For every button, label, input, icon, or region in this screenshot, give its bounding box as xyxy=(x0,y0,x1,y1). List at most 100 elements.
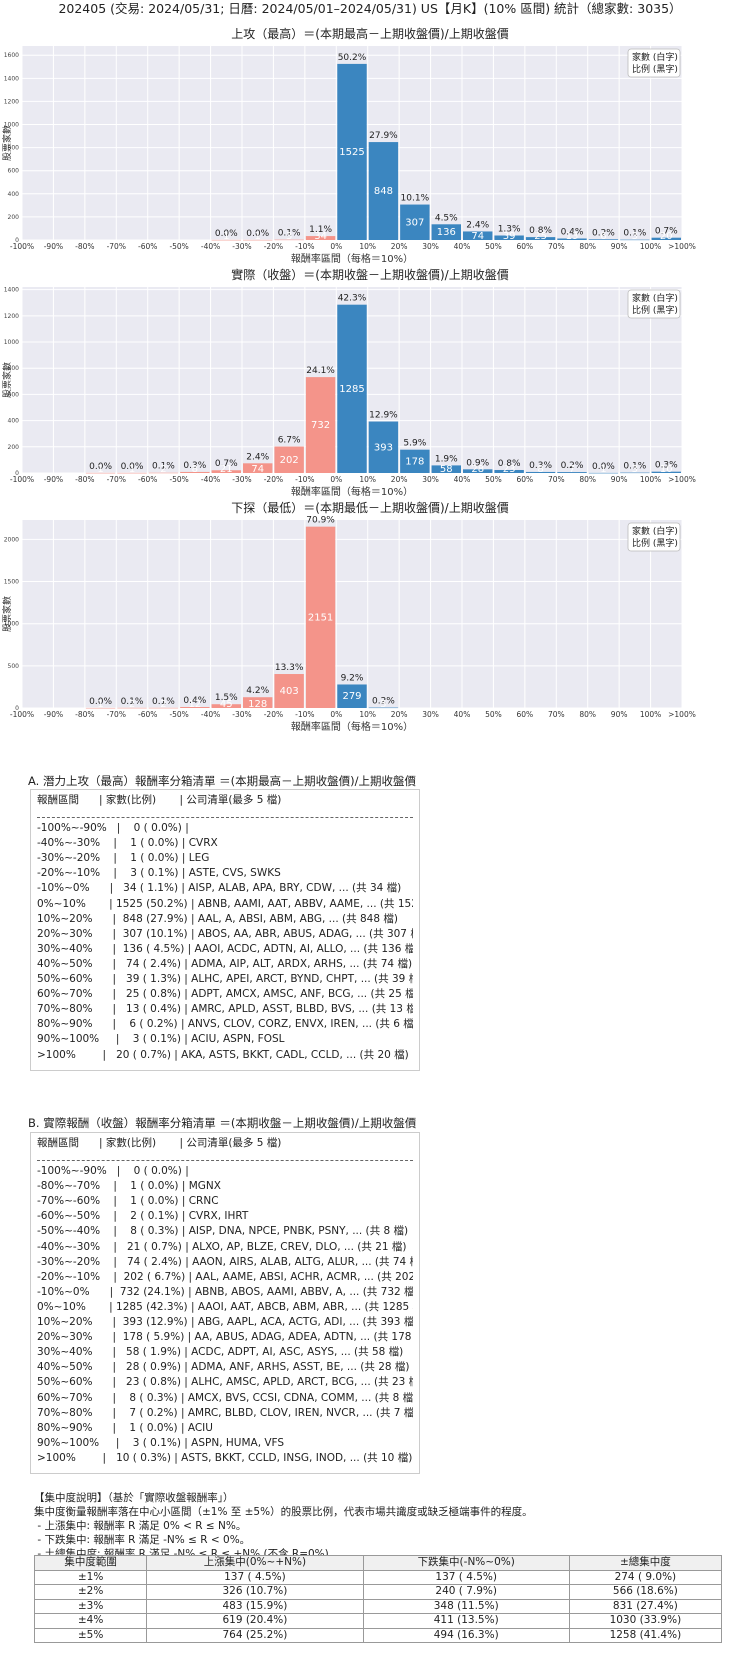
list-a-box: 報酬區間 | 家數(比例) | 公司清單(最多 5 檔) -100%~-90% … xyxy=(30,789,420,1071)
y-tick-label: 1500 xyxy=(4,579,19,586)
x-tick-label: 100% xyxy=(640,242,661,251)
x-tick-label: -10% xyxy=(295,475,314,484)
bar-count-label: 6 xyxy=(600,231,606,242)
x-tick-label: 10% xyxy=(359,242,376,251)
legend-entry: 比例 (黑字) xyxy=(632,304,678,316)
bar-percent-label: 12.9% xyxy=(369,411,398,421)
list-a-heading: A. 潛力上攻（最高）報酬率分箱清單 ＝(本期最高－上期收盤價)/上期收盤價 xyxy=(28,774,416,788)
bar-count-label: 7 xyxy=(569,464,575,475)
table-row: ±5% 764 (25.2%) 494 (16.3%) 1258 (41.4%) xyxy=(33,1627,723,1643)
x-tick-label: 40% xyxy=(454,710,471,719)
x-tick-label: 20% xyxy=(391,475,408,484)
bar xyxy=(85,472,116,474)
table-cell: 566 (18.6%) xyxy=(568,1584,723,1600)
chart-upside-high: 上攻（最高）＝(本期最高－上期收盤價)/上期收盤價 0 200 400 600 800 10… xyxy=(0,24,740,264)
x-tick-label: 50% xyxy=(485,710,502,719)
bar-percent-label: 5.9% xyxy=(403,439,426,449)
bar-percent-label: 50.2% xyxy=(338,53,367,63)
bar xyxy=(400,204,430,240)
bar xyxy=(431,465,461,473)
table-row: ±4% 619 (20.4%) 411 (13.5%) 1030 (33.9%) xyxy=(33,1613,723,1629)
bar xyxy=(243,697,273,708)
list-b-header: 報酬區間 | 家數(比例) | 公司清單(最多 5 檔) xyxy=(37,1137,282,1149)
x-tick-label: 40% xyxy=(454,475,471,484)
bar xyxy=(588,472,619,474)
bar xyxy=(337,63,367,241)
x-tick-label: 90% xyxy=(611,475,628,484)
x-tick-label: -80% xyxy=(75,242,94,251)
x-tick-label: -70% xyxy=(107,242,126,251)
y-tick-label: 1000 xyxy=(4,122,19,129)
bar xyxy=(211,239,241,241)
table-cell: 483 (15.9%) xyxy=(146,1598,364,1614)
bar-count-label: 403 xyxy=(280,686,299,697)
table-cell: 831 (27.4%) xyxy=(568,1598,723,1614)
bar xyxy=(463,469,493,473)
chart-title: 實際（收盤）＝(本期收盤－上期收盤價)/上期收盤價 xyxy=(231,267,508,282)
list-b-separator xyxy=(37,1151,413,1162)
y-tick-label: 400 xyxy=(8,191,20,198)
bar-percent-label: 9.2% xyxy=(341,673,364,683)
x-tick-label: -50% xyxy=(169,710,188,719)
bar xyxy=(494,469,524,473)
bar xyxy=(305,236,336,240)
list-row: -40%~-30% | 21 ( 0.7%) | ALXO, AP, BLZE,… xyxy=(37,1240,407,1253)
table-cell: 137 ( 4.5%) xyxy=(362,1569,570,1585)
x-tick-label: 50% xyxy=(485,475,502,484)
y-tick-label: 1000 xyxy=(4,621,19,628)
list-a-separator xyxy=(37,808,413,819)
bar-percent-label: 4.2% xyxy=(246,686,269,696)
y-tick-label: 600 xyxy=(8,168,20,175)
legend-box xyxy=(627,522,681,552)
x-tick-label: -100% xyxy=(10,242,34,251)
legend-entry: 比例 (黑字) xyxy=(632,537,678,549)
bar xyxy=(274,446,304,473)
bar-percent-label: 0.1% xyxy=(623,462,646,472)
x-tick-label: -20% xyxy=(264,475,283,484)
concentration-table-body: ±1% 137 ( 4.5%) 137 ( 4.5%) 274 ( 9.0%) ±2% 3… xyxy=(33,1569,723,1643)
list-row: 80%~90% | 6 ( 0.2%) | ANVS, CLOV, CORZ, … xyxy=(37,1018,413,1031)
table-cell: ±2% xyxy=(33,1584,148,1600)
table-cell: 411 (13.5%) xyxy=(362,1613,570,1629)
table-cell: 1030 (33.9%) xyxy=(568,1613,723,1629)
bar-count-label: 58 xyxy=(440,464,453,475)
bar xyxy=(368,142,399,240)
page-title: 202405 (交易: 2024/05/31; 日曆: 2024/05/01–2… xyxy=(58,1,682,16)
list-row: >100% | 20 ( 0.7%) | AKA, ASTS, BKKT, CA… xyxy=(37,1048,409,1061)
bar xyxy=(337,684,367,708)
bar xyxy=(620,472,650,474)
y-axis-label: 股票家數 xyxy=(1,125,13,161)
x-tick-label: -40% xyxy=(201,475,220,484)
y-tick-label: 200 xyxy=(8,444,20,451)
x-tick-label: 70% xyxy=(548,710,565,719)
bar-percent-label: 0.4% xyxy=(561,227,584,237)
bar-percent-label: 24.1% xyxy=(306,366,335,376)
bar-percent-label: 13.3% xyxy=(275,663,304,673)
x-tick-label: 70% xyxy=(548,475,565,484)
legend: 家數 (白字)比例 (黑字) xyxy=(627,289,681,319)
x-tick-label: -50% xyxy=(169,475,188,484)
x-tick-label: -80% xyxy=(75,710,94,719)
table-cell: 240 ( 7.9%) xyxy=(362,1584,570,1600)
list-row: 50%~60% | 23 ( 0.8%) | ALHC, AMSC, APLD,… xyxy=(37,1376,413,1389)
bar xyxy=(400,449,430,473)
table-cell: 764 (25.2%) xyxy=(146,1627,364,1643)
bar-percent-label: 42.3% xyxy=(338,294,367,304)
list-b-heading: B. 實際報酬（收盤）報酬率分箱清單 ＝(本期收盤－上期收盤價)/上期收盤價 xyxy=(28,1116,417,1130)
y-tick-label: 400 xyxy=(8,418,20,425)
list-row: -30%~-20% | 74 ( 2.4%) | AAON, AIRS, ALA… xyxy=(37,1255,413,1268)
bar-count-label: 13 xyxy=(566,231,579,242)
legend-entry: 家數 (白字) xyxy=(632,292,678,304)
bar xyxy=(557,238,587,240)
bar-count-label: 1 xyxy=(129,464,135,475)
bar-count-label: 848 xyxy=(374,186,393,197)
x-tick-label: -70% xyxy=(107,475,126,484)
list-row: 40%~50% | 74 ( 2.4%) | ADMA, AIP, ALT, A… xyxy=(37,957,413,970)
bar xyxy=(337,304,367,473)
bar-count-label: 23 xyxy=(503,464,516,475)
bar xyxy=(525,237,556,240)
bar-percent-label: 0.0% xyxy=(215,229,238,239)
y-tick-label: 0 xyxy=(15,470,19,477)
x-tick-label: 40% xyxy=(454,242,471,251)
x-tick-label: >100% xyxy=(668,475,696,484)
